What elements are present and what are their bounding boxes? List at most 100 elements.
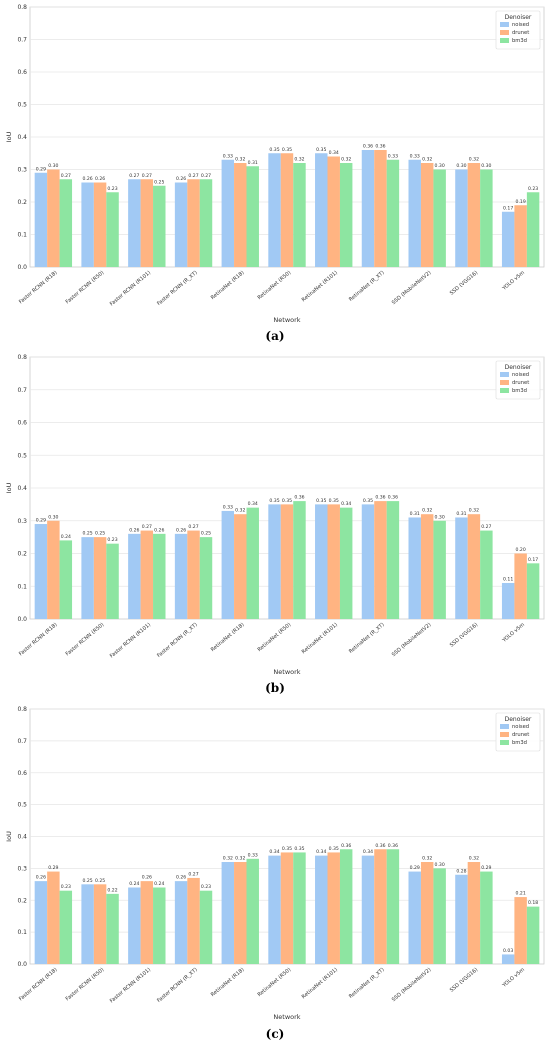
bar-drunet bbox=[47, 520, 60, 619]
bar-value-label: 0.32 bbox=[341, 157, 351, 163]
bar-value-label: 0.29 bbox=[36, 518, 46, 524]
bar-noised bbox=[501, 582, 515, 619]
bar-noised bbox=[174, 533, 188, 619]
x-tick-label: Faster RCNN (R101) bbox=[109, 967, 152, 1005]
bar-value-label: 0.32 bbox=[235, 508, 245, 514]
bar-value-label: 0.35 bbox=[363, 498, 373, 504]
bar-noised bbox=[501, 954, 515, 964]
y-tick-label: 0.1 bbox=[17, 583, 27, 590]
bar-noised bbox=[315, 504, 328, 619]
x-tick-label: RetinaNet (R_XT) bbox=[348, 622, 386, 655]
x-axis-label: Network bbox=[273, 316, 300, 324]
bar-value-label: 0.36 bbox=[341, 843, 351, 849]
bar-value-label: 0.32 bbox=[469, 157, 479, 163]
y-tick-label: 0.6 bbox=[17, 69, 27, 76]
bar-bm3d bbox=[153, 185, 166, 267]
y-axis-label: IoU bbox=[5, 131, 13, 142]
bar-noised bbox=[221, 510, 235, 619]
y-tick-label: 0.2 bbox=[17, 551, 27, 558]
bar-value-label: 0.27 bbox=[61, 173, 71, 179]
bar-value-label: 0.26 bbox=[129, 527, 139, 533]
legend-swatch-drunet bbox=[500, 732, 509, 737]
legend-swatch-drunet bbox=[500, 380, 509, 385]
legend-swatch-bm3d bbox=[500, 388, 509, 393]
bar-bm3d bbox=[246, 858, 259, 964]
bar-drunet bbox=[280, 153, 294, 267]
bar-value-label: 0.32 bbox=[469, 508, 479, 514]
bar-value-label: 0.30 bbox=[48, 163, 58, 169]
bar-noised bbox=[501, 211, 515, 267]
bar-drunet bbox=[327, 852, 340, 964]
bar-bm3d bbox=[526, 192, 540, 267]
x-tick-label: RetinaNet (R101) bbox=[301, 622, 339, 655]
legend-swatch-noised bbox=[500, 372, 509, 377]
x-tick-label: YOLO v5m bbox=[501, 622, 526, 644]
x-tick-label: YOLO v5m bbox=[501, 967, 526, 989]
x-tick-label: RetinaNet (R101) bbox=[301, 270, 339, 303]
bar-noised bbox=[174, 881, 188, 964]
bar-drunet bbox=[467, 862, 481, 964]
y-axis-label: IoU bbox=[5, 831, 13, 842]
bar-noised bbox=[455, 169, 468, 267]
bar-noised bbox=[81, 537, 94, 619]
bar-drunet bbox=[514, 553, 527, 619]
bar-value-label: 0.34 bbox=[341, 501, 351, 507]
legend-label-bm3d: bm3d bbox=[512, 38, 527, 44]
bar-value-label: 0.32 bbox=[294, 157, 304, 163]
bar-value-label: 0.27 bbox=[201, 173, 211, 179]
bar-value-label: 0.35 bbox=[282, 846, 292, 852]
bar-value-label: 0.11 bbox=[503, 576, 513, 582]
bar-noised bbox=[34, 172, 48, 267]
bar-noised bbox=[268, 504, 281, 619]
bar-value-label: 0.25 bbox=[201, 531, 211, 537]
bar-noised bbox=[408, 159, 421, 267]
bar-bm3d bbox=[199, 537, 213, 619]
x-tick-label: Faster RCNN (R101) bbox=[109, 622, 152, 660]
bar-value-label: 0.26 bbox=[176, 875, 186, 881]
bar-value-label: 0.20 bbox=[516, 547, 526, 553]
bar-bm3d bbox=[293, 852, 306, 964]
bar-value-label: 0.32 bbox=[422, 157, 432, 163]
bar-value-label: 0.31 bbox=[410, 511, 420, 517]
bar-bm3d bbox=[59, 540, 73, 619]
bar-drunet bbox=[374, 150, 387, 267]
bar-value-label: 0.36 bbox=[363, 144, 373, 150]
bar-value-label: 0.36 bbox=[294, 495, 304, 501]
bar-drunet bbox=[234, 163, 247, 267]
bar-value-label: 0.27 bbox=[142, 524, 152, 530]
x-tick-label: RetinaNet (R50) bbox=[257, 622, 293, 653]
bar-noised bbox=[81, 182, 94, 267]
x-tick-label: RetinaNet (R18) bbox=[210, 967, 246, 998]
y-tick-label: 0.1 bbox=[17, 929, 27, 936]
panel-caption: (c) bbox=[266, 1027, 285, 1041]
bar-value-label: 0.27 bbox=[129, 173, 139, 179]
bar-value-label: 0.34 bbox=[269, 849, 279, 855]
x-tick-label: YOLO v5m bbox=[501, 270, 526, 292]
bar-drunet bbox=[374, 849, 387, 964]
bar-bm3d bbox=[480, 530, 493, 619]
chart-panel-b: 0.00.10.20.30.40.50.60.70.8IoU0.290.300.… bbox=[5, 354, 545, 695]
bar-value-label: 0.30 bbox=[456, 163, 466, 169]
bar-bm3d bbox=[59, 179, 73, 267]
bar-bm3d bbox=[433, 868, 446, 964]
x-tick-label: Faster RCNN (R18) bbox=[18, 967, 59, 1002]
x-tick-label: Faster RCNN (R18) bbox=[18, 622, 59, 657]
bar-drunet bbox=[374, 501, 387, 619]
x-tick-label: SSD (VGG16) bbox=[449, 270, 479, 297]
bar-drunet bbox=[47, 169, 60, 267]
bar-value-label: 0.30 bbox=[435, 862, 445, 868]
bar-bm3d bbox=[386, 159, 400, 267]
x-tick-label: Faster RCNN (R_XT) bbox=[156, 622, 199, 659]
legend-label-noised: noised bbox=[512, 22, 529, 28]
bar-noised bbox=[361, 855, 375, 964]
bar-value-label: 0.36 bbox=[375, 144, 385, 150]
x-tick-label: Faster RCNN (R50) bbox=[65, 622, 106, 657]
bar-bm3d bbox=[106, 192, 119, 267]
bar-value-label: 0.34 bbox=[248, 501, 258, 507]
y-tick-label: 0.6 bbox=[17, 420, 27, 427]
x-tick-label: Faster RCNN (R_XT) bbox=[156, 270, 199, 307]
bar-value-label: 0.30 bbox=[481, 163, 491, 169]
bar-bm3d bbox=[106, 543, 119, 619]
bar-bm3d bbox=[339, 163, 353, 267]
bar-drunet bbox=[187, 179, 200, 267]
